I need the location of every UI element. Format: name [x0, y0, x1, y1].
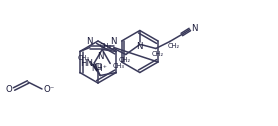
Text: NH⁺: NH⁺ [91, 64, 107, 73]
Text: N: N [136, 42, 143, 51]
Text: N: N [97, 52, 103, 61]
Text: CH₃: CH₃ [77, 55, 89, 61]
Text: CH₃: CH₃ [100, 43, 112, 50]
Text: O⁻: O⁻ [43, 85, 54, 93]
Text: HN: HN [80, 58, 93, 68]
Text: CH₃: CH₃ [112, 64, 124, 70]
Text: Cl: Cl [93, 64, 103, 72]
Text: N: N [111, 37, 117, 46]
Text: N: N [86, 37, 93, 46]
Text: N: N [192, 24, 198, 33]
Text: O: O [6, 85, 13, 93]
Text: CH₂: CH₂ [119, 56, 131, 62]
Text: CH₂: CH₂ [152, 51, 164, 56]
Text: CH₂: CH₂ [168, 43, 180, 50]
